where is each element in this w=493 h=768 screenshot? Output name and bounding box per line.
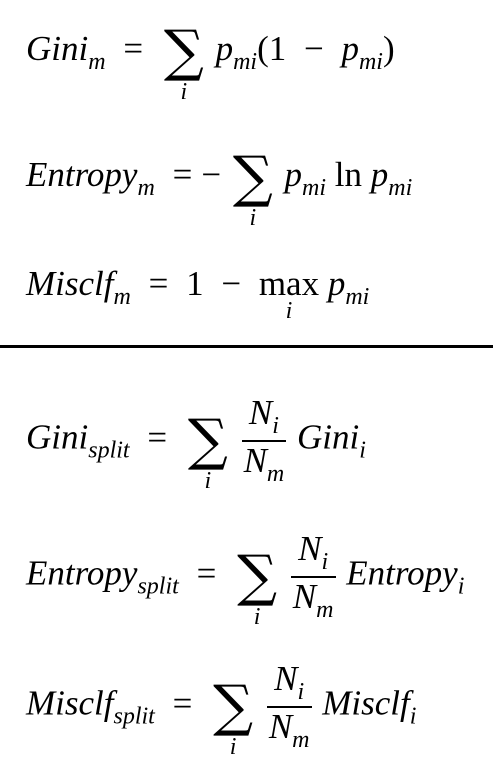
sum-symbol: ∑ [232, 145, 273, 210]
n-subscript: i [321, 549, 329, 576]
n-variable: N [298, 529, 322, 568]
fraction: Ni Nm [266, 659, 312, 754]
p-subscript: mi [358, 49, 383, 76]
p-variable: p [341, 29, 359, 69]
equals-sign: = [148, 264, 169, 303]
entropy-split-term: Entropy [346, 553, 458, 593]
n-subscript: m [266, 460, 285, 487]
sum-operator: ∑ i [213, 673, 254, 759]
section-divider [0, 345, 493, 348]
sum-operator: ∑ i [237, 543, 278, 629]
sum-symbol: ∑ [237, 543, 278, 609]
paren-one: (1 [257, 29, 287, 69]
minus-sign: − [303, 29, 324, 69]
equals-sign: = [172, 683, 193, 723]
sum-operator: ∑ i [163, 19, 204, 105]
entropy-m-name: Entropy [26, 155, 138, 195]
fraction: Ni Nm [290, 529, 336, 624]
sum-symbol: ∑ [213, 673, 254, 739]
fraction-numerator: Ni [241, 393, 287, 442]
entropy-split-name: Entropy [26, 553, 138, 593]
gini-m-equation: Ginim = ∑ i pmi(1 − pmi) [26, 19, 395, 105]
equals-sign: = [147, 417, 168, 457]
n-variable: N [292, 576, 317, 616]
gini-split-equation: Ginisplit = ∑ i Ni Nm Ginii [26, 393, 366, 493]
n-variable: N [243, 440, 267, 480]
sum-index: i [180, 79, 188, 105]
misclf-split-term: Misclf [322, 683, 410, 723]
fraction-denominator: Nm [291, 576, 336, 624]
p-variable: p [327, 264, 346, 303]
p-subscript: mi [388, 175, 413, 202]
n-subscript: m [316, 596, 334, 623]
term-subscript: i [359, 437, 366, 464]
n-subscript: i [297, 679, 305, 706]
fraction-denominator: Nm [242, 440, 287, 488]
max-operator: max i [258, 264, 320, 323]
p-subscript: mi [302, 175, 327, 202]
n-subscript: i [272, 413, 279, 440]
sum-index: i [249, 205, 257, 231]
one-constant: 1 [186, 264, 204, 303]
equals-sign: = [196, 553, 217, 593]
fraction: Ni Nm [241, 393, 287, 488]
equals-sign: = [172, 155, 193, 195]
gini-split-subscript: split [88, 437, 130, 464]
right-paren: ) [382, 29, 395, 69]
gini-split-term: Gini [297, 417, 360, 457]
entropy-split-subscript: split [137, 573, 179, 600]
max-index: i [285, 298, 293, 324]
misclf-split-equation: Misclfsplit = ∑ i Ni Nm Misclfi [26, 659, 417, 759]
n-subscript: m [292, 726, 310, 753]
p-subscript: mi [233, 49, 258, 76]
sum-index: i [204, 467, 212, 494]
p-variable: p [370, 155, 389, 195]
minus-sign: − [221, 264, 242, 303]
misclf-split-name: Misclf [26, 683, 114, 723]
sum-index: i [229, 733, 237, 760]
sum-symbol: ∑ [163, 19, 204, 84]
gini-split-name: Gini [26, 417, 89, 457]
term-subscript: i [409, 703, 417, 730]
entropy-m-subscript: m [137, 175, 155, 202]
misclf-m-name: Misclf [26, 264, 114, 303]
term-subscript: i [457, 573, 465, 600]
n-variable: N [268, 706, 293, 746]
p-variable: p [215, 29, 234, 69]
misclf-m-equation: Misclfm = 1 − max i pmi [26, 264, 370, 323]
sum-operator: ∑ i [232, 145, 273, 231]
sum-symbol: ∑ [187, 407, 228, 473]
entropy-split-equation: Entropysplit = ∑ i Ni Nm Entropyi [26, 529, 465, 629]
misclf-split-subscript: split [113, 703, 155, 730]
p-subscript: mi [345, 284, 370, 311]
fraction-numerator: Ni [290, 529, 336, 578]
max-label: max [258, 264, 320, 303]
sum-operator: ∑ i [187, 407, 228, 493]
n-variable: N [248, 393, 273, 432]
fraction-denominator: Nm [267, 706, 312, 754]
entropy-m-equation: Entropym = − ∑ i pmi ln pmi [26, 145, 413, 231]
gini-m-name: Gini [26, 29, 89, 69]
fraction-numerator: Ni [266, 659, 312, 708]
ln-operator: ln [334, 155, 363, 195]
minus-sign: − [201, 155, 222, 195]
misclf-m-subscript: m [113, 284, 131, 311]
equals-sign: = [123, 29, 144, 69]
sum-index: i [253, 603, 261, 630]
n-variable: N [274, 659, 298, 698]
gini-m-subscript: m [88, 49, 106, 76]
p-variable: p [284, 155, 303, 195]
